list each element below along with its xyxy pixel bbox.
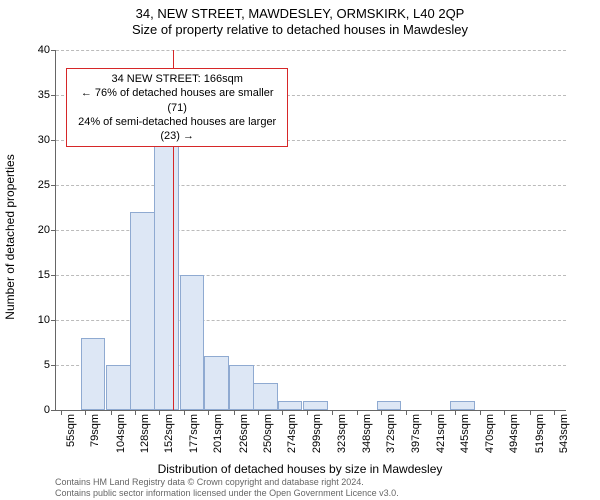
xtick-label: 421sqm: [435, 414, 447, 453]
footer-line-1: Contains HM Land Registry data © Crown c…: [55, 477, 565, 487]
callout-line: 34 NEW STREET: 166sqm: [73, 72, 281, 86]
xtick-mark: [455, 410, 456, 415]
xtick-mark: [85, 410, 86, 415]
xtick-label: 445sqm: [459, 414, 471, 453]
xtick-label: 543sqm: [558, 414, 570, 453]
xtick-mark: [381, 410, 382, 415]
footer-attribution: Contains HM Land Registry data © Crown c…: [55, 477, 565, 498]
xtick-mark: [61, 410, 62, 415]
ytick-label: 0: [44, 404, 56, 416]
ytick-label: 25: [38, 179, 56, 191]
gridline-h: [56, 50, 566, 51]
ytick-label: 20: [38, 224, 56, 236]
xtick-mark: [184, 410, 185, 415]
callout-line: 24% of semi-detached houses are larger (…: [73, 115, 281, 144]
xtick-label: 323sqm: [336, 414, 348, 453]
xtick-label: 128sqm: [139, 414, 151, 453]
xtick-mark: [480, 410, 481, 415]
xtick-label: 201sqm: [212, 414, 224, 453]
title-line-1: 34, NEW STREET, MAWDESLEY, ORMSKIRK, L40…: [0, 6, 600, 22]
xtick-mark: [234, 410, 235, 415]
xtick-mark: [504, 410, 505, 415]
x-axis-label: Distribution of detached houses by size …: [0, 462, 600, 476]
callout-box: 34 NEW STREET: 166sqm← 76% of detached h…: [66, 68, 288, 147]
y-axis-label: Number of detached properties: [3, 154, 17, 319]
xtick-mark: [258, 410, 259, 415]
xtick-label: 348sqm: [361, 414, 373, 453]
xtick-mark: [357, 410, 358, 415]
xtick-label: 372sqm: [385, 414, 397, 453]
xtick-label: 152sqm: [163, 414, 175, 453]
xtick-label: 177sqm: [188, 414, 200, 453]
xtick-label: 299sqm: [311, 414, 323, 453]
ytick-label: 15: [38, 269, 56, 281]
ytick-label: 35: [38, 89, 56, 101]
histogram-bar: [278, 401, 303, 410]
xtick-label: 55sqm: [65, 414, 77, 447]
xtick-label: 274sqm: [286, 414, 298, 453]
xtick-mark: [208, 410, 209, 415]
ytick-label: 5: [44, 359, 56, 371]
xtick-label: 397sqm: [410, 414, 422, 453]
histogram-bar: [106, 365, 131, 410]
xtick-label: 519sqm: [534, 414, 546, 453]
title-line-2: Size of property relative to detached ho…: [0, 22, 600, 38]
histogram-bar: [204, 356, 229, 410]
histogram-bar: [130, 212, 155, 410]
callout-line: ← 76% of detached houses are smaller (71…: [73, 86, 281, 115]
xtick-mark: [135, 410, 136, 415]
xtick-label: 250sqm: [262, 414, 274, 453]
histogram-bar: [253, 383, 278, 410]
histogram-bar: [229, 365, 254, 410]
chart-title-block: 34, NEW STREET, MAWDESLEY, ORMSKIRK, L40…: [0, 0, 600, 39]
xtick-mark: [111, 410, 112, 415]
xtick-label: 104sqm: [115, 414, 127, 453]
histogram-bar: [154, 122, 179, 410]
xtick-mark: [406, 410, 407, 415]
xtick-mark: [159, 410, 160, 415]
histogram-bar: [377, 401, 402, 410]
xtick-label: 494sqm: [508, 414, 520, 453]
xtick-mark: [554, 410, 555, 415]
footer-line-2: Contains public sector information licen…: [55, 488, 565, 498]
histogram-bar: [303, 401, 328, 410]
histogram-bar: [81, 338, 106, 410]
ytick-label: 10: [38, 314, 56, 326]
ytick-label: 30: [38, 134, 56, 146]
xtick-mark: [530, 410, 531, 415]
xtick-mark: [307, 410, 308, 415]
plot-area: 051015202530354055sqm79sqm104sqm128sqm15…: [55, 50, 566, 411]
xtick-label: 226sqm: [238, 414, 250, 453]
chart-container: 34, NEW STREET, MAWDESLEY, ORMSKIRK, L40…: [0, 0, 600, 500]
xtick-label: 79sqm: [89, 414, 101, 447]
histogram-bar: [450, 401, 475, 410]
ytick-label: 40: [38, 44, 56, 56]
gridline-h: [56, 185, 566, 186]
xtick-mark: [282, 410, 283, 415]
xtick-mark: [431, 410, 432, 415]
xtick-mark: [332, 410, 333, 415]
histogram-bar: [180, 275, 205, 410]
xtick-label: 470sqm: [484, 414, 496, 453]
